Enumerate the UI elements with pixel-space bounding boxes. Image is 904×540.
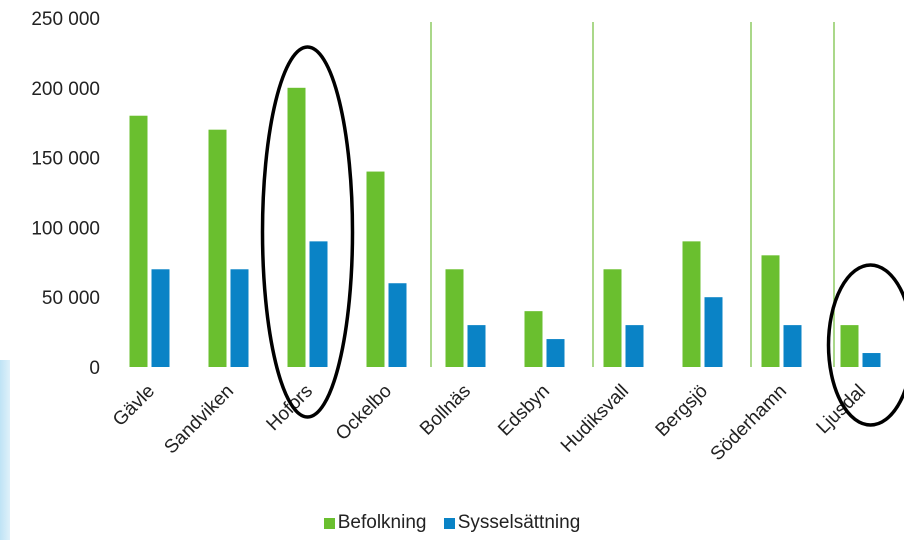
x-tick-label-gavle: Gävle <box>109 381 159 431</box>
legend-item-sysselsattning: Sysselsättning <box>443 512 581 534</box>
bar-befolkning-gavle <box>129 115 148 367</box>
x-axis-ticks: Gävle Sandviken Hofors Ockelbo Bollnäs Edsbyn… <box>109 381 870 465</box>
highlight-ellipse-hofors <box>260 45 355 419</box>
x-tick-label-hudiksvall: Hudiksvall <box>557 381 633 457</box>
bar-sysselsattning-bollnas <box>467 325 486 367</box>
y-tick-label: 250 000 <box>31 9 100 30</box>
bar-sysselsattning-ljusdal <box>862 353 881 367</box>
bar-sysselsattning-soderhamn <box>783 325 802 367</box>
bar-sysselsattning-edsbyn <box>546 339 565 367</box>
x-tick-label-ockelbo: Ockelbo <box>332 381 396 445</box>
x-tick-label-sandviken: Sandviken <box>160 381 238 459</box>
legend-swatch-befolkning <box>323 517 335 529</box>
decorative-image-fragment <box>0 360 10 540</box>
bar-befolkning-hofors <box>287 87 306 368</box>
x-tick-label-hofors: Hofors <box>263 381 317 435</box>
y-tick-label: 100 000 <box>31 218 100 239</box>
x-tick-label-soderhamn: Söderhamn <box>707 381 791 465</box>
x-tick-label-bollnas: Bollnäs <box>416 381 475 440</box>
legend-label-sysselsattning: Sysselsättning <box>457 512 581 533</box>
legend-item-befolkning: Befolkning <box>323 512 427 534</box>
bar-befolkning-edsbyn <box>524 311 543 367</box>
bar-sysselsattning-bergsjo <box>704 297 723 367</box>
bar-sysselsattning-hudiksvall <box>625 325 644 367</box>
bar-befolkning-soderhamn <box>761 255 780 367</box>
x-tick-label-ljusdal: Ljusdal <box>813 381 870 438</box>
legend: Befolkning Sysselsättning <box>0 512 904 535</box>
bar-befolkning-bollnas <box>445 269 464 367</box>
x-tick-label-bergsjo: Bergsjö <box>652 381 712 441</box>
legend-label-befolkning: Befolkning <box>337 512 427 533</box>
y-tick-label: 200 000 <box>31 79 100 100</box>
bar-sysselsattning-hofors <box>309 241 328 367</box>
highlight-ellipses <box>260 45 904 427</box>
bar-befolkning-ockelbo <box>366 171 385 367</box>
y-axis-ticks: 0 50 000 100 000 150 000 200 000 250 000 <box>31 9 100 379</box>
bar-sysselsattning-ockelbo <box>388 283 407 367</box>
bar-befolkning-bergsjo <box>682 241 701 367</box>
bar-befolkning-hudiksvall <box>603 269 622 367</box>
y-tick-label: 50 000 <box>42 288 100 309</box>
y-tick-label: 150 000 <box>31 149 100 170</box>
bar-sysselsattning-sandviken <box>230 269 249 367</box>
bars <box>129 87 881 368</box>
bar-befolkning-ljusdal <box>840 325 859 367</box>
legend-swatch-sysselsattning <box>443 517 455 529</box>
y-tick-label: 0 <box>89 358 100 379</box>
x-tick-label-edsbyn: Edsbyn <box>494 381 554 441</box>
highlight-ellipse-ljusdal <box>826 263 904 427</box>
bar-befolkning-sandviken <box>208 129 227 367</box>
bar-sysselsattning-gavle <box>151 269 170 367</box>
